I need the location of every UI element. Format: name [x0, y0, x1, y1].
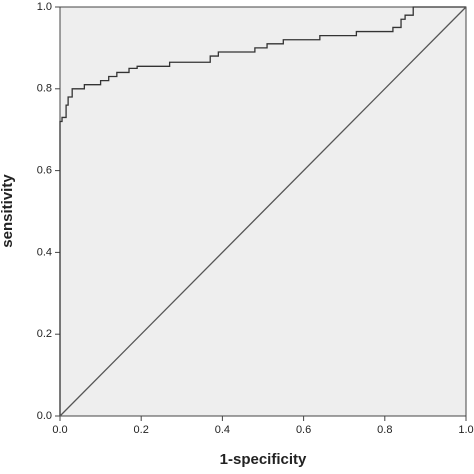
y-tick-label: 0.4 — [37, 246, 52, 258]
y-tick-label: 0.8 — [37, 83, 52, 95]
line — [59, 6, 466, 416]
x-tick-label: 0.2 — [134, 424, 149, 436]
y-axis-title: sensitivity — [0, 174, 16, 248]
x-tick-label: 0.4 — [215, 424, 230, 436]
y-tick-label: 0.2 — [37, 328, 52, 340]
line — [59, 6, 467, 417]
y-tick-label: 0.6 — [37, 165, 52, 177]
y-tick-label: 1.0 — [37, 1, 52, 13]
x-axis-title: 1-specificity — [220, 451, 307, 468]
x-tick-label: 1.0 — [458, 424, 473, 436]
y-tick-label: 0.0 — [37, 410, 52, 422]
x-tick-label: 0.0 — [52, 424, 67, 436]
x-tick-label: 0.6 — [296, 424, 311, 436]
x-tick-label: 0.8 — [377, 424, 392, 436]
